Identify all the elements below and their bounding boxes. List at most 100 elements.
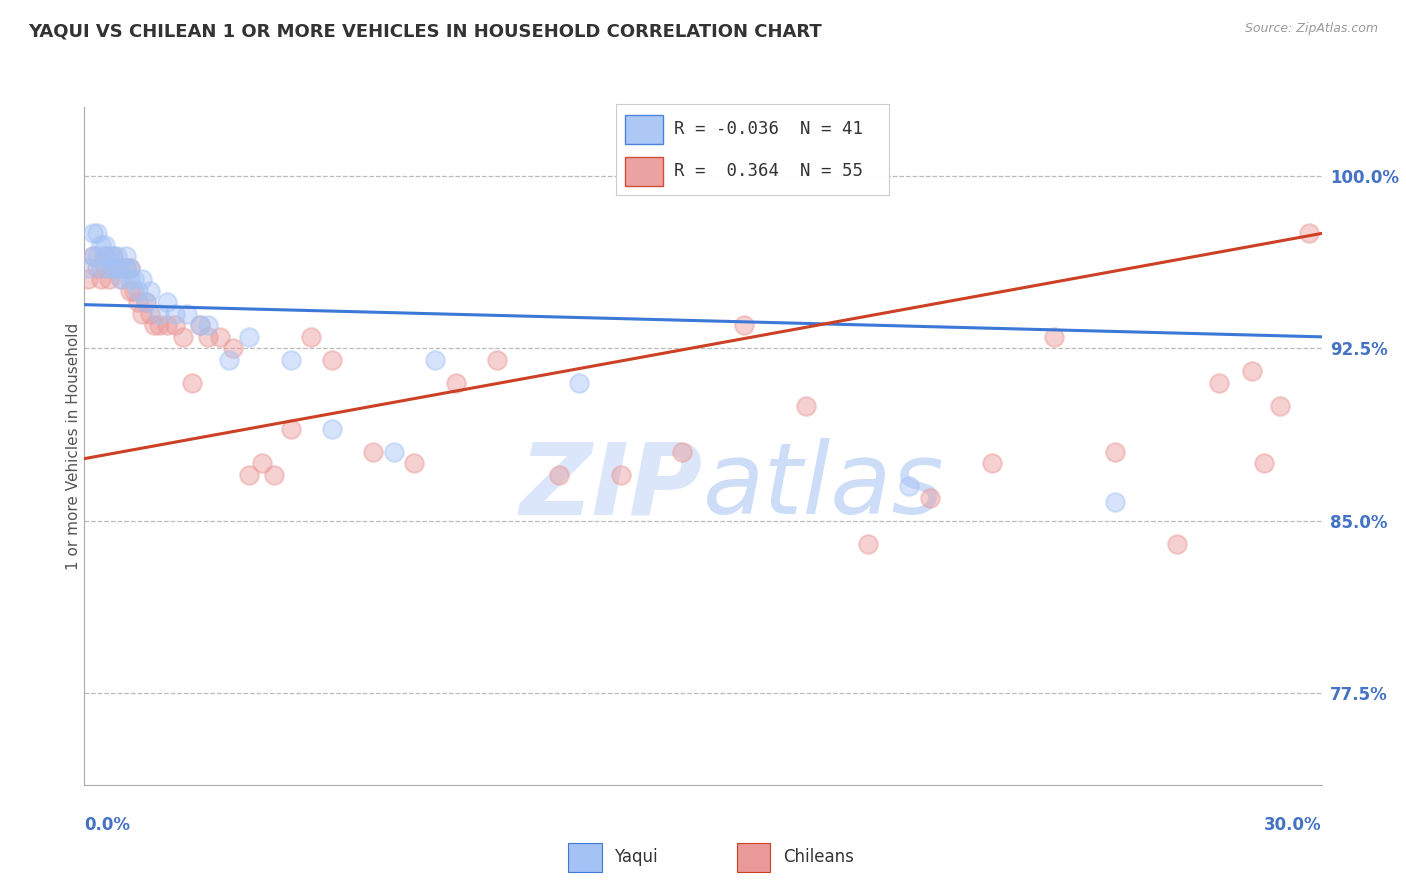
Point	[1240, 364, 1263, 378]
Point	[1104, 444, 1126, 458]
Point	[118, 272, 141, 286]
Point	[1042, 330, 1064, 344]
Point	[222, 342, 245, 356]
Point	[105, 260, 128, 275]
Point	[131, 272, 153, 286]
Point	[299, 330, 322, 344]
Text: 30.0%: 30.0%	[1264, 816, 1322, 834]
Point	[86, 249, 108, 263]
Point	[733, 318, 755, 333]
Text: atlas: atlas	[703, 438, 945, 535]
Point	[148, 307, 170, 321]
Point	[94, 249, 117, 263]
Point	[172, 330, 194, 344]
Point	[103, 249, 125, 263]
Point	[1253, 456, 1275, 470]
Point	[547, 467, 569, 482]
Point	[165, 318, 187, 333]
Text: Source: ZipAtlas.com: Source: ZipAtlas.com	[1244, 22, 1378, 36]
Point	[423, 352, 446, 367]
Point	[404, 456, 426, 470]
Point	[794, 399, 817, 413]
Point	[94, 249, 117, 263]
Point	[238, 467, 260, 482]
Point	[1166, 536, 1188, 550]
Point	[1270, 399, 1292, 413]
Point	[209, 330, 232, 344]
Point	[671, 444, 693, 458]
Point	[918, 491, 941, 505]
Point	[148, 318, 170, 333]
Point	[218, 352, 240, 367]
Point	[105, 249, 128, 263]
Point	[122, 284, 145, 298]
Point	[110, 272, 132, 286]
Y-axis label: 1 or more Vehicles in Household: 1 or more Vehicles in Household	[66, 322, 80, 570]
Point	[321, 352, 343, 367]
Point	[103, 249, 125, 263]
Point	[94, 238, 117, 252]
Point	[135, 295, 157, 310]
Point	[188, 318, 211, 333]
Point	[98, 272, 121, 286]
Text: ZIP: ZIP	[520, 438, 703, 535]
Point	[103, 260, 125, 275]
Point	[139, 307, 162, 321]
Point	[94, 260, 117, 275]
Point	[143, 318, 166, 333]
Point	[82, 249, 104, 263]
Point	[568, 376, 591, 390]
Point	[135, 295, 157, 310]
Point	[609, 467, 631, 482]
Point	[197, 318, 219, 333]
Point	[98, 249, 121, 263]
Point	[114, 249, 136, 263]
Point	[980, 456, 1002, 470]
Text: 0.0%: 0.0%	[84, 816, 131, 834]
Point	[176, 307, 198, 321]
Point	[444, 376, 467, 390]
Text: Chileans: Chileans	[783, 848, 853, 866]
Point	[127, 295, 149, 310]
Point	[856, 536, 879, 550]
FancyBboxPatch shape	[568, 843, 602, 872]
Point	[188, 318, 211, 333]
Point	[139, 284, 162, 298]
Point	[82, 227, 104, 241]
Point	[382, 444, 405, 458]
Point	[105, 260, 128, 275]
Point	[86, 227, 108, 241]
Point	[238, 330, 260, 344]
Point	[1298, 227, 1320, 241]
Point	[197, 330, 219, 344]
Point	[1104, 495, 1126, 509]
Point	[127, 284, 149, 298]
Point	[114, 260, 136, 275]
Point	[118, 260, 141, 275]
Point	[82, 249, 104, 263]
Point	[77, 272, 100, 286]
Point	[118, 284, 141, 298]
Point	[110, 272, 132, 286]
Point	[485, 352, 508, 367]
Point	[77, 260, 100, 275]
Point	[263, 467, 285, 482]
Point	[98, 260, 121, 275]
Point	[110, 260, 132, 275]
Point	[250, 456, 273, 470]
Point	[361, 444, 384, 458]
Text: YAQUI VS CHILEAN 1 OR MORE VEHICLES IN HOUSEHOLD CORRELATION CHART: YAQUI VS CHILEAN 1 OR MORE VEHICLES IN H…	[28, 22, 823, 40]
Point	[122, 272, 145, 286]
Point	[90, 272, 112, 286]
Point	[156, 295, 179, 310]
Point	[114, 260, 136, 275]
Text: Yaqui: Yaqui	[614, 848, 658, 866]
Point	[321, 422, 343, 436]
Point	[280, 422, 302, 436]
Point	[280, 352, 302, 367]
Point	[131, 307, 153, 321]
Point	[156, 318, 179, 333]
Point	[1208, 376, 1230, 390]
Point	[118, 260, 141, 275]
Point	[180, 376, 202, 390]
